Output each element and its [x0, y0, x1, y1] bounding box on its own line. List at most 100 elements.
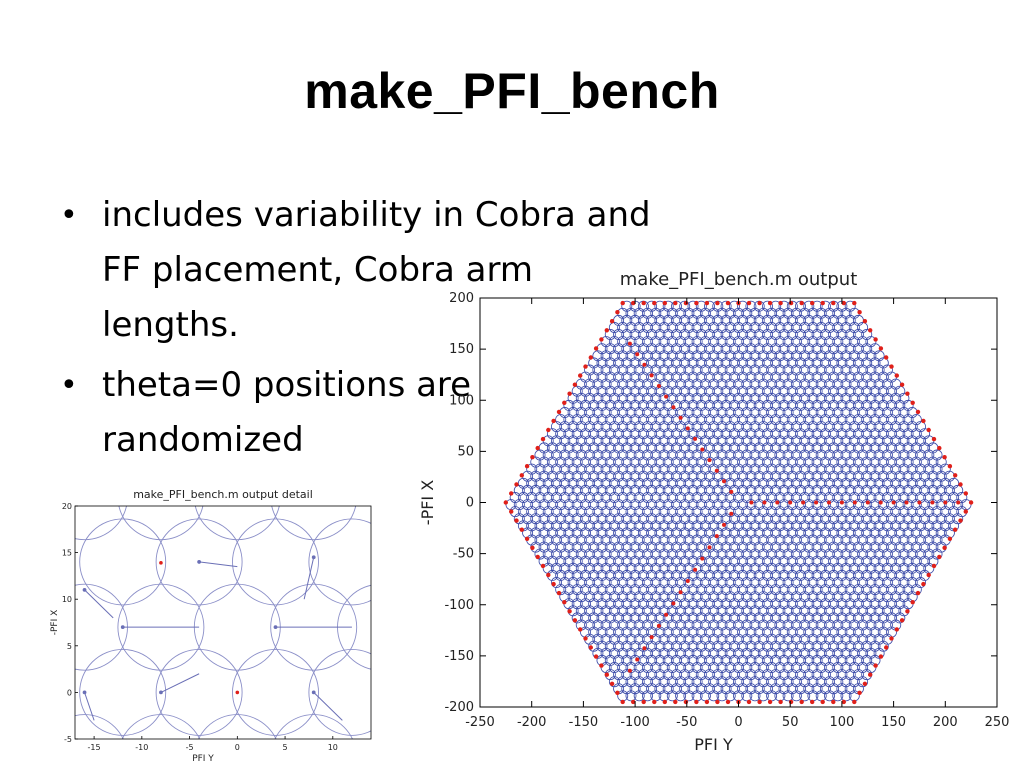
fiducial-point — [921, 581, 926, 587]
fiducial-point — [664, 394, 669, 399]
fiducial-point — [678, 590, 683, 595]
cobra-center — [82, 587, 87, 592]
fiducial-point — [609, 681, 615, 686]
fiducial-point — [953, 473, 958, 478]
y-tick-label: 15 — [62, 549, 72, 558]
x-tick-label: 200 — [933, 715, 958, 730]
fiducial-point — [685, 579, 690, 583]
fiducial-point — [905, 609, 910, 614]
fiducial-point — [599, 337, 604, 342]
fiducial-point — [593, 346, 599, 351]
y-tick-label: 10 — [62, 595, 72, 604]
fiducial-point — [583, 636, 588, 641]
patrol-circle — [117, 583, 205, 671]
fiducial-point — [722, 479, 726, 484]
fiducial-point — [635, 657, 640, 662]
y-tick-label: 0 — [466, 496, 474, 511]
fiducial-point — [930, 500, 935, 505]
y-axis-label: -PFI X — [418, 480, 437, 525]
fiducial-point — [562, 600, 567, 605]
fiducial-point — [884, 645, 889, 650]
x-tick-label: 250 — [985, 715, 1010, 730]
fiducial-point — [953, 527, 958, 532]
fiducial-point — [910, 400, 915, 405]
x-tick-label: -150 — [569, 715, 599, 730]
fiducial-point — [878, 346, 884, 351]
x-tick-label: 5 — [283, 743, 288, 752]
fiducial-point — [546, 572, 551, 578]
patrol-circle — [198, 714, 277, 739]
y-tick-label: 200 — [449, 291, 474, 306]
patrol-circle — [271, 506, 357, 541]
fiducial-point — [530, 545, 535, 550]
y-axis-label: -PFI X — [50, 610, 60, 636]
patrol-circle — [193, 583, 281, 671]
fiducial-point — [620, 699, 625, 705]
y-tick-label: -50 — [453, 547, 474, 562]
cobra-arm — [84, 692, 95, 721]
patrol-circle — [155, 518, 243, 606]
y-tick-label: 50 — [457, 444, 474, 459]
fiducial-point — [715, 300, 720, 306]
cobra-arm — [84, 589, 114, 619]
fiducial-point — [831, 699, 836, 705]
fiducial-point — [673, 300, 678, 306]
cobra-center — [197, 560, 202, 564]
fiducial-point — [827, 500, 831, 505]
fiducial-point — [627, 668, 632, 673]
fiducial-point — [635, 352, 640, 357]
patrol-circle — [232, 648, 319, 736]
fiducial-point — [947, 536, 953, 541]
x-tick-label: 0 — [734, 715, 742, 730]
slide-title: make_PFI_bench — [304, 63, 720, 119]
fiducial-point — [889, 364, 894, 369]
bullet-item-randomized: • theta=0 positions are randomized — [60, 358, 700, 468]
patrol-circle — [118, 506, 204, 541]
fiducial-point — [700, 556, 705, 561]
fiducial-point — [599, 663, 604, 668]
fiducial-point — [917, 500, 922, 505]
fiducial-point — [757, 300, 762, 306]
fiducial-point — [921, 418, 926, 424]
fiducial-point — [641, 300, 646, 306]
patrol-circle — [308, 518, 371, 606]
fiducial-point — [694, 699, 699, 705]
fiducial-point — [778, 699, 783, 705]
fiducial-point — [620, 300, 625, 306]
fiducial-point — [865, 500, 870, 505]
fiducial-point — [714, 534, 719, 539]
fiducial-point — [683, 699, 689, 705]
fiducial-point — [540, 563, 546, 569]
fiducial-point — [767, 300, 773, 306]
cobra-center — [120, 625, 125, 630]
fiducial-point — [899, 618, 905, 623]
fiducial-point — [725, 699, 731, 705]
fiducial-point — [562, 400, 567, 405]
fiducial-point — [868, 672, 873, 677]
chart-title: make_PFI_bench.m output detail — [133, 488, 313, 501]
fiducial-point — [604, 328, 609, 333]
fiducial-point — [956, 500, 961, 505]
fiducial-point — [722, 522, 726, 527]
fiducial-point — [631, 300, 636, 306]
fiducial-points — [159, 561, 240, 695]
fiducial-point — [694, 300, 699, 306]
fiducial-point — [159, 561, 163, 565]
fiducial-point — [664, 612, 669, 617]
x-tick-label: -15 — [88, 743, 101, 752]
fiducial-point — [514, 482, 519, 487]
fiducial-point — [958, 482, 963, 487]
fiducial-point — [652, 300, 657, 306]
fiducial-point — [572, 382, 578, 387]
fiducial-point — [572, 618, 578, 623]
cobra-arms — [82, 555, 352, 721]
fiducial-point — [878, 654, 884, 659]
fiducial-point — [604, 672, 609, 677]
fiducial-point — [671, 601, 676, 606]
x-axis-label: PFI Y — [694, 735, 733, 754]
fiducial-point — [704, 300, 710, 306]
fiducial-point — [540, 436, 546, 442]
fiducial-point — [685, 426, 690, 431]
fiducial-point — [915, 590, 921, 596]
fiducial-point — [926, 427, 931, 433]
